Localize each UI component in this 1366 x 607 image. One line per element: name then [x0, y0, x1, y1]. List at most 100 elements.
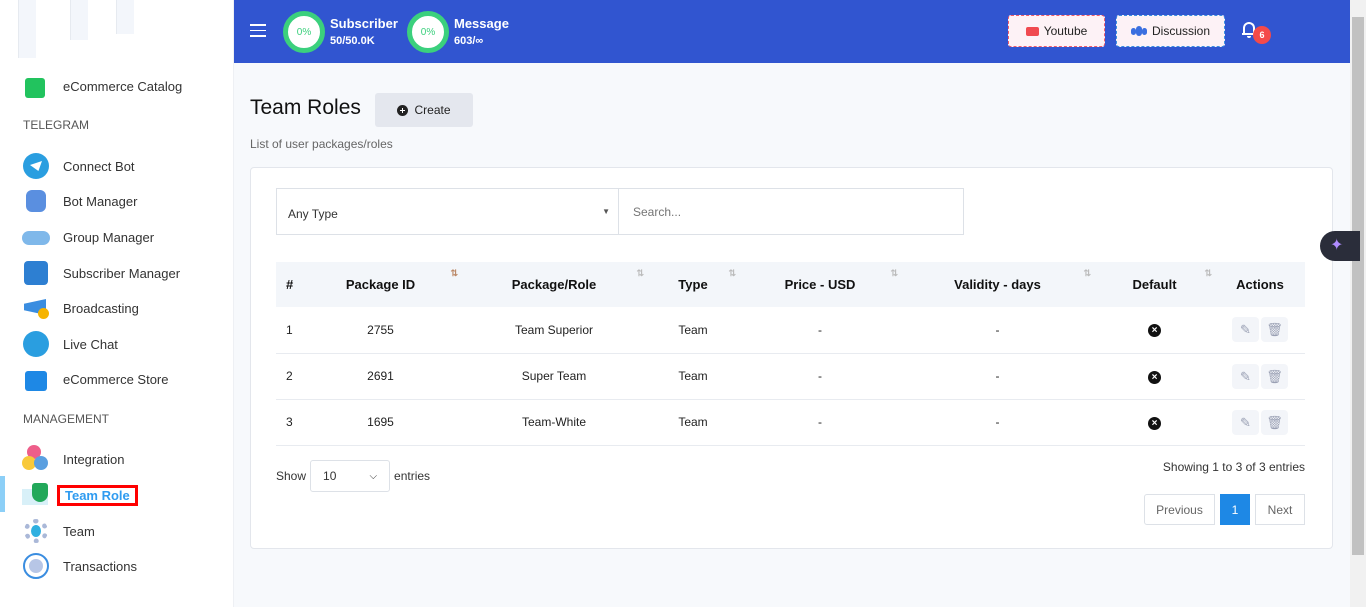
header-label: Price - USD	[784, 277, 856, 292]
edit-button[interactable]: ✎	[1232, 363, 1259, 389]
delete-button[interactable]: 🗑︎	[1261, 363, 1288, 389]
edit-button[interactable]: ✎	[1232, 409, 1259, 435]
x-circle-icon: ×	[1148, 416, 1161, 430]
sort-icon: ⇅	[1204, 268, 1212, 278]
previous-button[interactable]: Previous	[1144, 494, 1215, 525]
robot-icon	[22, 187, 50, 215]
roles-table: # Package ID ⇅ Package/Role ⇅ Type ⇅ Price …	[276, 262, 1305, 446]
sidebar-item-ecommerce-catalog[interactable]: eCommerce Catalog	[22, 71, 182, 101]
sidebar-item-broadcasting[interactable]: Broadcasting	[22, 293, 139, 323]
sidebar-item-ecommerce-store[interactable]: eCommerce Store	[22, 364, 168, 394]
create-button[interactable]: Create	[375, 93, 473, 127]
sort-icon: ⇅	[636, 268, 644, 278]
cell-package-role: Team-White	[461, 399, 647, 446]
discussion-label: Discussion	[1151, 24, 1211, 38]
sidebar-item-label: Subscriber Manager	[63, 265, 181, 281]
sort-icon: ⇅	[890, 268, 898, 278]
section-heading: TELEGRAM	[23, 118, 90, 132]
next-button[interactable]: Next	[1255, 494, 1305, 525]
scrollbar-thumb[interactable]	[1352, 17, 1364, 555]
sidebar-item-integration[interactable]: Integration	[22, 444, 124, 474]
cell-number: 3	[276, 399, 300, 446]
subscriber-progress: 0%	[283, 11, 325, 53]
header-label: Package/Role	[511, 277, 597, 292]
sidebar-item-bot-manager[interactable]: Bot Manager	[22, 186, 137, 216]
cell-package-id: 1695	[300, 399, 461, 446]
logo	[18, 0, 138, 58]
column-header-actions: Actions	[1215, 262, 1305, 307]
table-row: 2 2691 Super Team Team - - × ✎ 🗑︎	[276, 353, 1305, 400]
sidebar-item-group-manager[interactable]: Group Manager	[22, 222, 154, 252]
sidebar-item-label: Integration	[63, 451, 125, 467]
delete-button[interactable]: 🗑︎	[1261, 317, 1288, 343]
column-header-package-role[interactable]: Package/Role ⇅	[461, 262, 647, 307]
cell-actions: ✎ 🗑︎	[1215, 307, 1305, 354]
clock-icon	[22, 552, 50, 580]
sidebar-item-team[interactable]: Team	[22, 516, 95, 546]
cell-package-role: Super Team	[461, 353, 647, 400]
column-header-package-id[interactable]: Package ID ⇅	[300, 262, 461, 307]
table-info: Showing 1 to 3 of 3 entries	[1162, 460, 1305, 474]
scrollbar[interactable]	[1350, 0, 1366, 607]
entries-select[interactable]: 10 ⌵	[310, 460, 391, 492]
sidebar-item-subscriber-manager[interactable]: Subscriber Manager	[22, 258, 180, 288]
subscriber-stat: Subscriber 50/50.0K	[330, 16, 398, 47]
table-row: 1 2755 Team Superior Team - - × ✎ 🗑︎	[276, 307, 1305, 354]
subscriber-title: Subscriber	[330, 16, 398, 31]
cell-package-role: Team Superior	[461, 307, 647, 354]
header-label: Package ID	[345, 277, 416, 292]
sidebar-item-transactions[interactable]: Transactions	[22, 551, 137, 581]
youtube-button[interactable]: Youtube	[1008, 15, 1105, 47]
cell-type: Team	[647, 353, 739, 400]
column-header-type[interactable]: Type ⇅	[647, 262, 739, 307]
edit-button[interactable]: ✎	[1232, 317, 1259, 343]
message-value: 603/∞	[454, 35, 484, 47]
column-header-price[interactable]: Price - USD ⇅	[739, 262, 901, 307]
section-heading: MANAGEMENT	[23, 412, 110, 426]
phone-icon	[22, 259, 50, 287]
plus-circle-icon	[397, 104, 409, 116]
header-label: Type	[678, 277, 708, 292]
cell-price: -	[739, 399, 901, 446]
chat-icon	[22, 330, 50, 358]
cell-package-id: 2755	[300, 307, 461, 354]
sidebar-item-label: Transactions	[63, 558, 137, 574]
cell-actions: ✎ 🗑︎	[1215, 399, 1305, 446]
entries-label: entries	[394, 469, 431, 483]
shield-user-icon	[22, 481, 50, 509]
sidebar-item-label: eCommerce Store	[63, 371, 169, 387]
ai-sparkle-button[interactable]: ✦	[1320, 231, 1360, 261]
discussion-button[interactable]: Discussion	[1116, 15, 1225, 47]
cell-type: Team	[647, 307, 739, 354]
sidebar-item-label: Live Chat	[63, 336, 118, 352]
sidebar-item-label: Broadcasting	[63, 300, 139, 316]
sidebar-item-team-role[interactable]: Team Role	[22, 480, 138, 510]
delete-button[interactable]: 🗑︎	[1261, 409, 1288, 435]
sidebar-item-live-chat[interactable]: Live Chat	[22, 329, 118, 359]
integration-icon	[22, 445, 50, 473]
megaphone-icon	[22, 294, 50, 322]
column-header-default[interactable]: Default ⇅	[1094, 262, 1215, 307]
header-label: Validity - days	[954, 277, 1041, 292]
column-header-validity[interactable]: Validity - days ⇅	[901, 262, 1094, 307]
sidebar-item-label: Team Role	[57, 484, 138, 506]
hamburger-menu-icon[interactable]	[250, 24, 266, 37]
sort-icon: ⇅	[728, 268, 736, 278]
column-header-number[interactable]: #	[276, 262, 300, 307]
cell-number: 2	[276, 353, 300, 400]
type-select-value: Any Type	[288, 207, 338, 221]
cell-package-id: 2691	[300, 353, 461, 400]
chevron-down-icon: ⌵	[369, 470, 378, 482]
page-title: Team Roles	[250, 96, 361, 119]
active-indicator	[0, 476, 5, 512]
type-select[interactable]: Any Type ▼	[276, 188, 619, 235]
search-input[interactable]	[619, 188, 964, 235]
telegram-icon	[22, 152, 50, 180]
notification-badge: 6	[1253, 26, 1271, 44]
sidebar-item-connect-bot[interactable]: Connect Bot	[22, 151, 135, 181]
page-1-button[interactable]: 1	[1220, 494, 1250, 525]
bell-icon[interactable]	[1242, 22, 1256, 38]
caret-down-icon: ▼	[602, 207, 610, 216]
show-label: Show	[276, 469, 307, 483]
cell-price: -	[739, 307, 901, 354]
